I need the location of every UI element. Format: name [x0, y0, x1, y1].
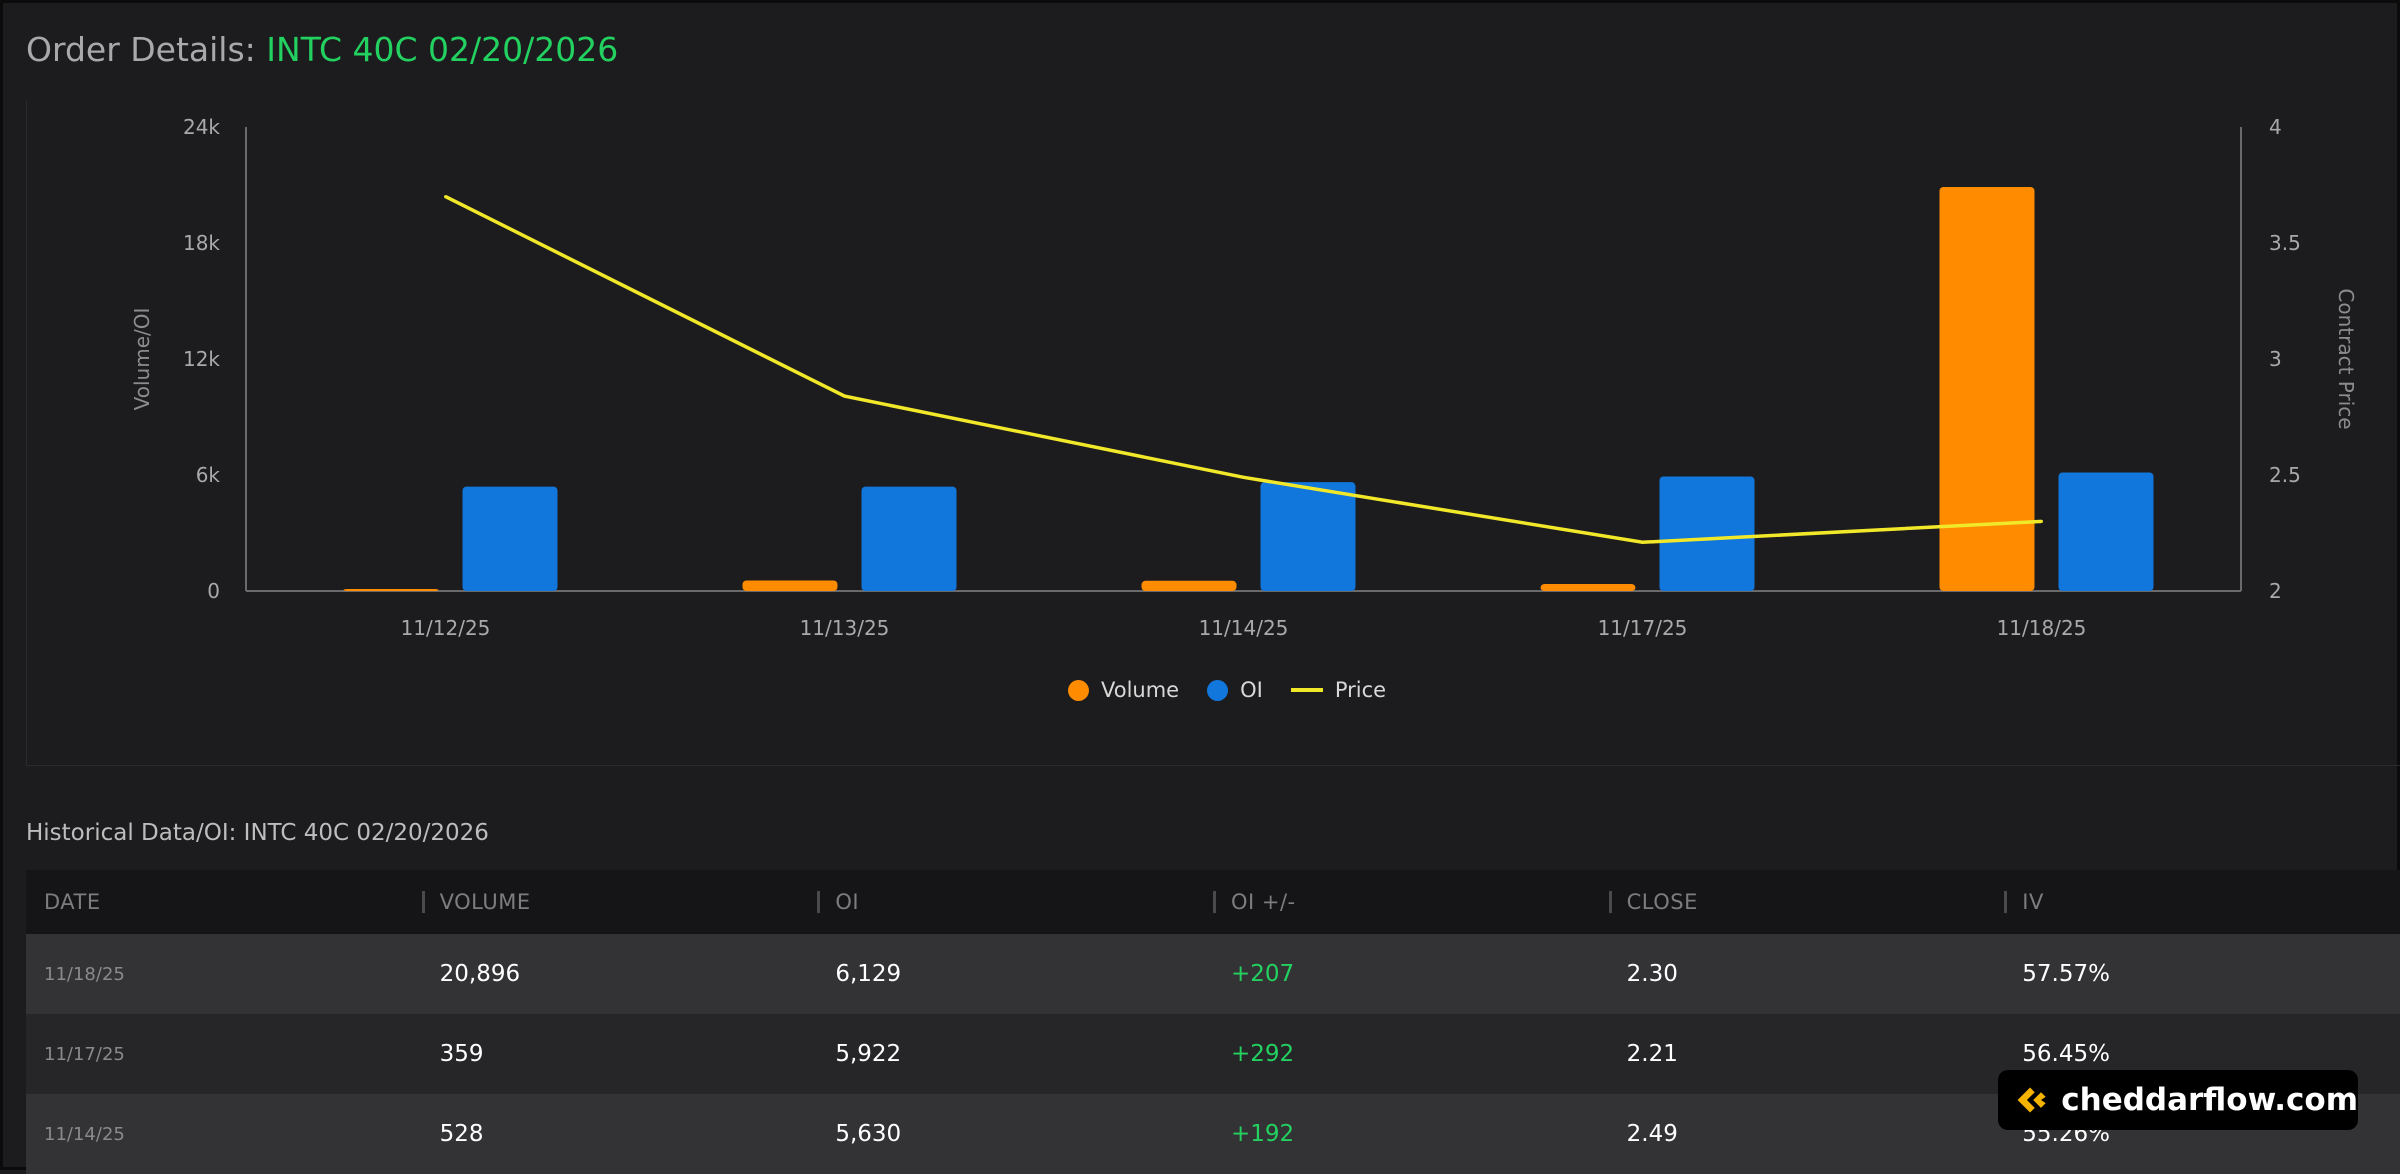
- contract-name: INTC 40C 02/20/2026: [266, 30, 619, 69]
- price-point: [843, 394, 846, 398]
- chart-panel: 0 6k 12k 18k 24k 2 2.5 3 3.5 4 Volume/OI Contract P…: [26, 101, 2400, 766]
- cell-volume: 528: [421, 1094, 818, 1174]
- column-separator: [1212, 891, 1216, 913]
- volume-oi-price-chart: 0 6k 12k 18k 24k 2 2.5 3 3.5 4 Volume/OI Contract P…: [130, 115, 2358, 640]
- page-title: Order Details: INTC 40C 02/20/2026: [26, 30, 618, 69]
- column-separator: [2004, 891, 2008, 913]
- price-point: [1641, 540, 1644, 544]
- cell-oi: 5,922: [817, 1014, 1213, 1094]
- oi-swatch-icon: [1207, 679, 1229, 701]
- y2-tick-label: 2: [2269, 579, 2282, 603]
- cell-oi-change: +192: [1212, 1094, 1609, 1174]
- y-tick-label: 18k: [183, 231, 220, 255]
- oi-bar: [2058, 472, 2154, 591]
- title-prefix: Order Details:: [26, 30, 256, 69]
- volume-bar: [1141, 580, 1237, 591]
- volume-bar: [343, 589, 439, 591]
- cell-date: 11/14/25: [26, 1094, 422, 1174]
- oi-bar: [462, 486, 558, 591]
- price-point: [2040, 519, 2043, 523]
- watermark-text: cheddarflow.com: [2061, 1082, 2358, 1118]
- price-point: [1242, 475, 1245, 479]
- cell-oi: 6,129: [817, 934, 1213, 1014]
- volume-bar: [742, 580, 838, 591]
- legend-price[interactable]: Price: [1290, 678, 1387, 702]
- y2-tick-label: 4: [2269, 115, 2282, 139]
- cell-date: 11/18/25: [26, 934, 422, 1014]
- legend-volume-label: Volume: [1101, 678, 1180, 702]
- y-tick-label: 6k: [196, 463, 221, 487]
- column-header-date[interactable]: DATE: [26, 870, 422, 934]
- legend-oi[interactable]: OI: [1207, 678, 1263, 702]
- y-tick-label: 12k: [183, 347, 220, 371]
- column-header-volume[interactable]: VOLUME: [421, 870, 818, 934]
- historical-title: Historical Data/OI: INTC 40C 02/20/2026: [26, 820, 489, 846]
- volume-bar: [1939, 187, 2035, 591]
- cell-date: 11/17/25: [26, 1014, 422, 1094]
- price-line: [444, 195, 2042, 545]
- column-separator: [421, 891, 425, 913]
- y2-tick-label: 3: [2269, 347, 2282, 371]
- cell-oi-change: +292: [1212, 1014, 1609, 1094]
- cheddarflow-watermark: cheddarflow.com: [1998, 1070, 2358, 1130]
- x-tick-label: 11/14/25: [1199, 616, 1289, 640]
- cell-close: 2.49: [1608, 1094, 2005, 1174]
- column-separator: [817, 891, 821, 913]
- legend-price-label: Price: [1334, 678, 1387, 702]
- volume-swatch-icon: [1068, 679, 1089, 701]
- y-tick-label: 0: [207, 579, 220, 603]
- y-axis-title: Volume/OI: [130, 308, 154, 411]
- y-tick-label: 24k: [183, 115, 220, 139]
- oi-bar: [861, 486, 957, 591]
- y2-tick-label: 2.5: [2269, 463, 2301, 487]
- table-header-row: DATE VOLUME OI OI +/- CLOSE IV: [26, 870, 2400, 934]
- column-header-iv[interactable]: IV: [2004, 870, 2400, 934]
- x-tick-label: 11/12/25: [401, 616, 491, 640]
- legend-oi-label: OI: [1240, 678, 1263, 702]
- legend-volume[interactable]: Volume: [1068, 678, 1179, 702]
- x-tick-label: 11/17/25: [1598, 616, 1688, 640]
- column-header-close[interactable]: CLOSE: [1608, 870, 2005, 934]
- cell-oi-change: +207: [1212, 934, 1609, 1014]
- price-line-icon: [1290, 688, 1323, 692]
- column-header-oi[interactable]: OI: [817, 870, 1213, 934]
- cheddarflow-logo-icon: [2017, 1087, 2046, 1113]
- volume-bar: [1540, 584, 1636, 591]
- cell-close: 2.21: [1608, 1014, 2005, 1094]
- oi-bar: [1260, 482, 1356, 591]
- price-point: [444, 195, 447, 199]
- column-separator: [1608, 891, 1612, 913]
- y2-tick-label: 3.5: [2269, 231, 2301, 255]
- x-tick-label: 11/13/25: [800, 616, 890, 640]
- chart-legend: Volume OI Price: [1068, 678, 1414, 702]
- x-tick-label: 11/18/25: [1997, 616, 2087, 640]
- cell-volume: 359: [421, 1014, 818, 1094]
- cell-volume: 20,896: [421, 934, 818, 1014]
- column-header-oi-change[interactable]: OI +/-: [1212, 870, 1609, 934]
- table-row[interactable]: 11/18/25 20,896 6,129 +207 2.30 57.57%: [26, 934, 2400, 1014]
- cell-close: 2.30: [1608, 934, 2005, 1014]
- y2-axis-title: Contract Price: [2334, 288, 2358, 429]
- cell-oi: 5,630: [817, 1094, 1213, 1174]
- cell-iv: 57.57%: [2004, 934, 2400, 1014]
- oi-bar: [1659, 476, 1755, 591]
